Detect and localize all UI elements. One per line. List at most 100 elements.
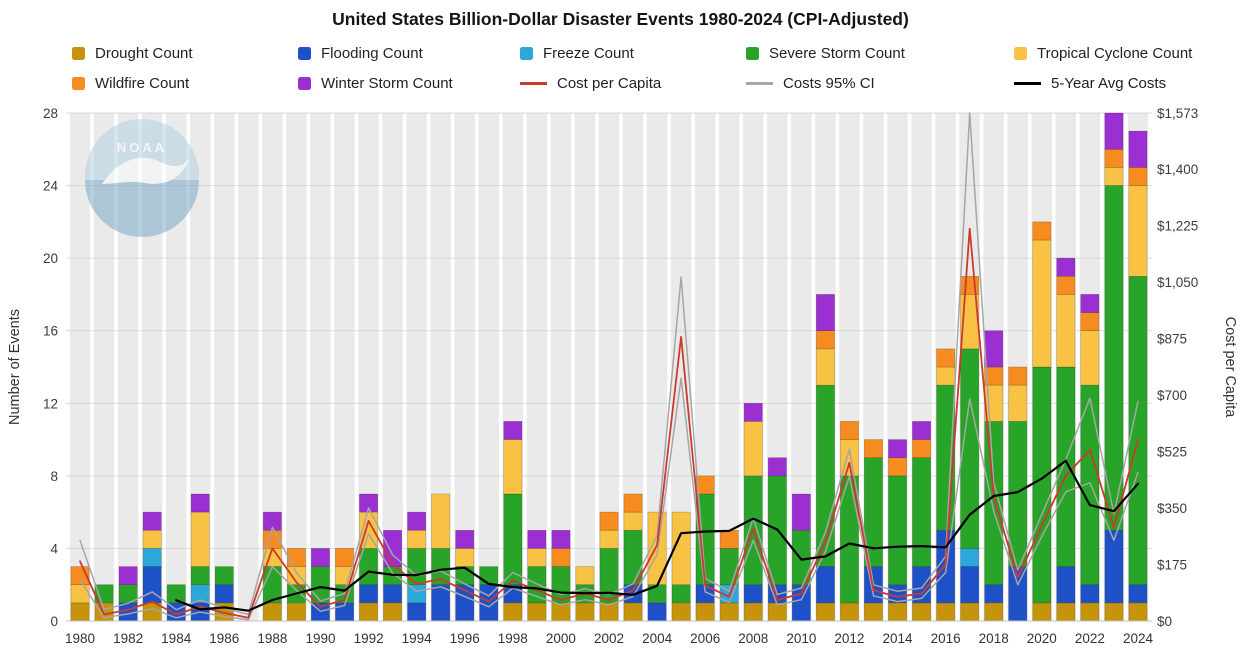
bar-segment-drought-count-2020 <box>1032 602 1052 622</box>
x-axis-tick-label: 2000 <box>546 631 576 646</box>
left-axis-tick-label: 16 <box>43 324 58 339</box>
x-axis-tick-label: 2024 <box>1123 631 1154 646</box>
bar-segment-drought-count-2021 <box>1056 602 1076 622</box>
bar-segment-severe-storm-count-1985 <box>190 566 210 585</box>
right-axis-tick-label: $1,573 <box>1157 106 1198 121</box>
legend-item-severe-storm-count[interactable]: Severe Storm Count <box>746 45 1014 62</box>
right-axis-tick-label: $0 <box>1157 614 1172 629</box>
bar-segment-flooding-count-2022 <box>1080 584 1100 604</box>
legend-item-drought-count[interactable]: Drought Count <box>72 45 298 62</box>
legend-label: Flooding Count <box>321 45 423 62</box>
5-year-avg-costs-swatch-icon <box>1014 82 1041 85</box>
bar-segment-drought-count-2001 <box>575 602 595 622</box>
bar-segment-flooding-count-1992 <box>359 584 378 604</box>
bar-segment-drought-count-2013 <box>863 602 883 622</box>
bar-segment-tropical-cyclone-count-2019 <box>1008 384 1028 422</box>
bar-segment-drought-count-2017 <box>960 602 980 622</box>
bar-segment-tropical-cyclone-count-2016 <box>936 366 956 386</box>
bar-segment-flooding-count-2004 <box>647 602 667 622</box>
legend-label: Winter Storm Count <box>321 75 453 92</box>
year-band <box>93 113 115 621</box>
year-band <box>478 113 499 621</box>
bar-segment-winter-storm-count-2000 <box>551 529 571 549</box>
x-axis-tick-label: 1986 <box>209 631 239 646</box>
bar-segment-winter-storm-count-1999 <box>527 529 547 549</box>
bar-segment-severe-storm-count-2005 <box>671 584 691 604</box>
chart-legend: Drought Count Flooding Count Freeze Count S… <box>72 45 1221 92</box>
bar-segment-drought-count-2008 <box>743 602 763 622</box>
bar-segment-wildfire-count-2019 <box>1008 366 1028 386</box>
bar-segment-wildfire-count-2015 <box>912 439 932 459</box>
bar-segment-winter-storm-count-2011 <box>815 294 835 331</box>
bar-segment-winter-storm-count-1982 <box>118 566 138 585</box>
x-axis-tick-label: 1982 <box>113 631 143 646</box>
bar-segment-flooding-count-1986 <box>214 584 234 604</box>
flooding-count-swatch-icon <box>298 47 311 60</box>
legend-item-winter-storm-count[interactable]: Winter Storm Count <box>298 75 520 92</box>
year-band <box>334 113 355 621</box>
bar-segment-drought-count-2015 <box>912 602 932 622</box>
right-axis-title: Cost per Capita <box>1222 317 1238 419</box>
bar-segment-tropical-cyclone-count-2003 <box>623 511 643 531</box>
bar-segment-drought-count-2023 <box>1104 602 1124 622</box>
bar-segment-drought-count-2007 <box>719 602 739 622</box>
right-axis-tick-label: $1,225 <box>1157 218 1198 233</box>
legend-item-costs-95-ci[interactable]: Costs 95% CI <box>746 75 1014 92</box>
legend-item-cost-per-capita[interactable]: Cost per Capita <box>520 75 746 92</box>
left-axis-tick-label: 4 <box>50 541 58 556</box>
x-axis-tick-label: 2012 <box>834 631 864 646</box>
legend-item-tropical-cyclone-count[interactable]: Tropical Cyclone Count <box>1014 45 1221 62</box>
bar-segment-drought-count-2014 <box>888 602 908 622</box>
legend-label: 5-Year Avg Costs <box>1051 75 1167 92</box>
bar-segment-drought-count-2003 <box>623 602 643 622</box>
legend-item-freeze-count[interactable]: Freeze Count <box>520 45 746 62</box>
bar-segment-flooding-count-2024 <box>1128 584 1148 604</box>
bar-segment-tropical-cyclone-count-2008 <box>743 421 763 477</box>
bar-segment-wildfire-count-2014 <box>888 457 908 477</box>
bar-segment-winter-storm-count-1996 <box>455 529 475 549</box>
bar-segment-tropical-cyclone-count-1980 <box>70 584 90 604</box>
legend-item-flooding-count[interactable]: Flooding Count <box>298 45 520 62</box>
x-axis-tick-label: 2006 <box>690 631 720 646</box>
bar-segment-flooding-count-2021 <box>1056 566 1076 604</box>
year-band <box>69 113 91 621</box>
bar-segment-wildfire-count-2020 <box>1032 221 1052 241</box>
legend-item-wildfire-count[interactable]: Wildfire Count <box>72 75 298 92</box>
right-axis-tick-label: $350 <box>1157 501 1187 516</box>
bar-segment-wildfire-count-2002 <box>599 511 619 531</box>
year-band <box>382 113 403 621</box>
x-axis-tick-label: 1980 <box>65 631 95 646</box>
bar-segment-tropical-cyclone-count-1983 <box>142 529 162 549</box>
bar-segment-wildfire-count-2013 <box>863 439 883 459</box>
left-axis-tick-label: 0 <box>50 614 58 629</box>
bar-segment-wildfire-count-2003 <box>623 493 643 513</box>
bar-segment-severe-storm-count-1997 <box>479 566 499 585</box>
chart-title: United States Billion-Dollar Disaster Ev… <box>332 9 909 29</box>
bar-segment-tropical-cyclone-count-2024 <box>1128 185 1148 277</box>
bar-segment-tropical-cyclone-count-2005 <box>671 511 691 585</box>
bar-segment-wildfire-count-2000 <box>551 548 571 567</box>
bar-segment-tropical-cyclone-count-2020 <box>1032 239 1052 368</box>
bar-segment-tropical-cyclone-count-1994 <box>407 529 427 549</box>
x-axis-tick-label: 2008 <box>738 631 768 646</box>
x-axis-tick-label: 2018 <box>979 631 1009 646</box>
freeze-count-swatch-icon <box>520 47 533 60</box>
bar-segment-tropical-cyclone-count-2022 <box>1080 330 1100 386</box>
legend-label: Wildfire Count <box>95 75 190 92</box>
bar-segment-wildfire-count-2012 <box>839 421 859 440</box>
year-band <box>406 113 427 621</box>
bar-segment-wildfire-count-2024 <box>1128 167 1148 186</box>
x-axis-tick-label: 1994 <box>402 631 433 646</box>
year-band <box>526 113 547 621</box>
year-band <box>598 113 620 621</box>
bar-segment-tropical-cyclone-count-2001 <box>575 566 595 585</box>
bar-segment-tropical-cyclone-count-1998 <box>503 439 523 495</box>
line-cost-per-capita <box>79 227 1139 619</box>
legend-item-5-year-avg-costs[interactable]: 5-Year Avg Costs <box>1014 75 1221 92</box>
noaa-logo-watermark-icon: NOAA <box>85 119 199 237</box>
bar-segment-freeze-count-1983 <box>142 548 162 567</box>
bar-segment-severe-storm-count-1990 <box>310 566 330 604</box>
bar-segment-winter-storm-count-2009 <box>767 457 787 477</box>
bar-segment-winter-storm-count-2023 <box>1104 112 1124 150</box>
